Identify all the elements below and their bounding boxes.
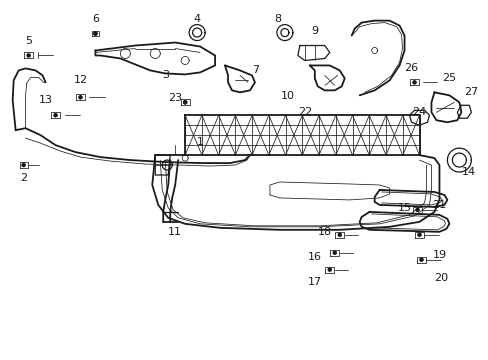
Polygon shape [22, 163, 25, 167]
Polygon shape [332, 251, 336, 254]
Text: 7: 7 [252, 66, 259, 76]
Text: 21: 21 [431, 200, 446, 210]
Polygon shape [412, 81, 415, 84]
Polygon shape [94, 32, 97, 35]
Text: 6: 6 [92, 14, 99, 24]
Polygon shape [183, 101, 186, 104]
Text: 12: 12 [73, 75, 87, 85]
Text: 18: 18 [317, 227, 331, 237]
Text: 3: 3 [162, 71, 168, 80]
Polygon shape [79, 96, 82, 99]
Text: 2: 2 [20, 173, 27, 183]
Text: 26: 26 [404, 63, 418, 73]
Text: 11: 11 [168, 227, 182, 237]
Text: 1: 1 [196, 137, 203, 147]
Polygon shape [419, 258, 422, 261]
Text: 27: 27 [463, 87, 477, 97]
Text: 14: 14 [461, 167, 475, 177]
Polygon shape [183, 101, 186, 104]
Text: 17: 17 [307, 276, 321, 287]
Polygon shape [94, 32, 97, 35]
Text: 23: 23 [168, 93, 182, 103]
Text: 20: 20 [433, 273, 447, 283]
Text: 15: 15 [397, 203, 411, 213]
Text: 8: 8 [274, 14, 281, 24]
Text: 16: 16 [307, 252, 321, 262]
Text: 24: 24 [411, 107, 426, 117]
Text: 25: 25 [442, 73, 455, 84]
Text: 10: 10 [280, 91, 294, 101]
Text: 5: 5 [25, 36, 32, 46]
Polygon shape [327, 268, 330, 271]
Text: 9: 9 [310, 26, 318, 36]
Polygon shape [338, 233, 341, 236]
Text: 22: 22 [297, 107, 311, 117]
Text: 4: 4 [193, 14, 200, 24]
Text: 19: 19 [431, 250, 446, 260]
Polygon shape [27, 54, 30, 57]
Text: 13: 13 [39, 95, 52, 105]
Polygon shape [415, 208, 418, 211]
Polygon shape [417, 233, 420, 236]
Polygon shape [54, 114, 57, 117]
